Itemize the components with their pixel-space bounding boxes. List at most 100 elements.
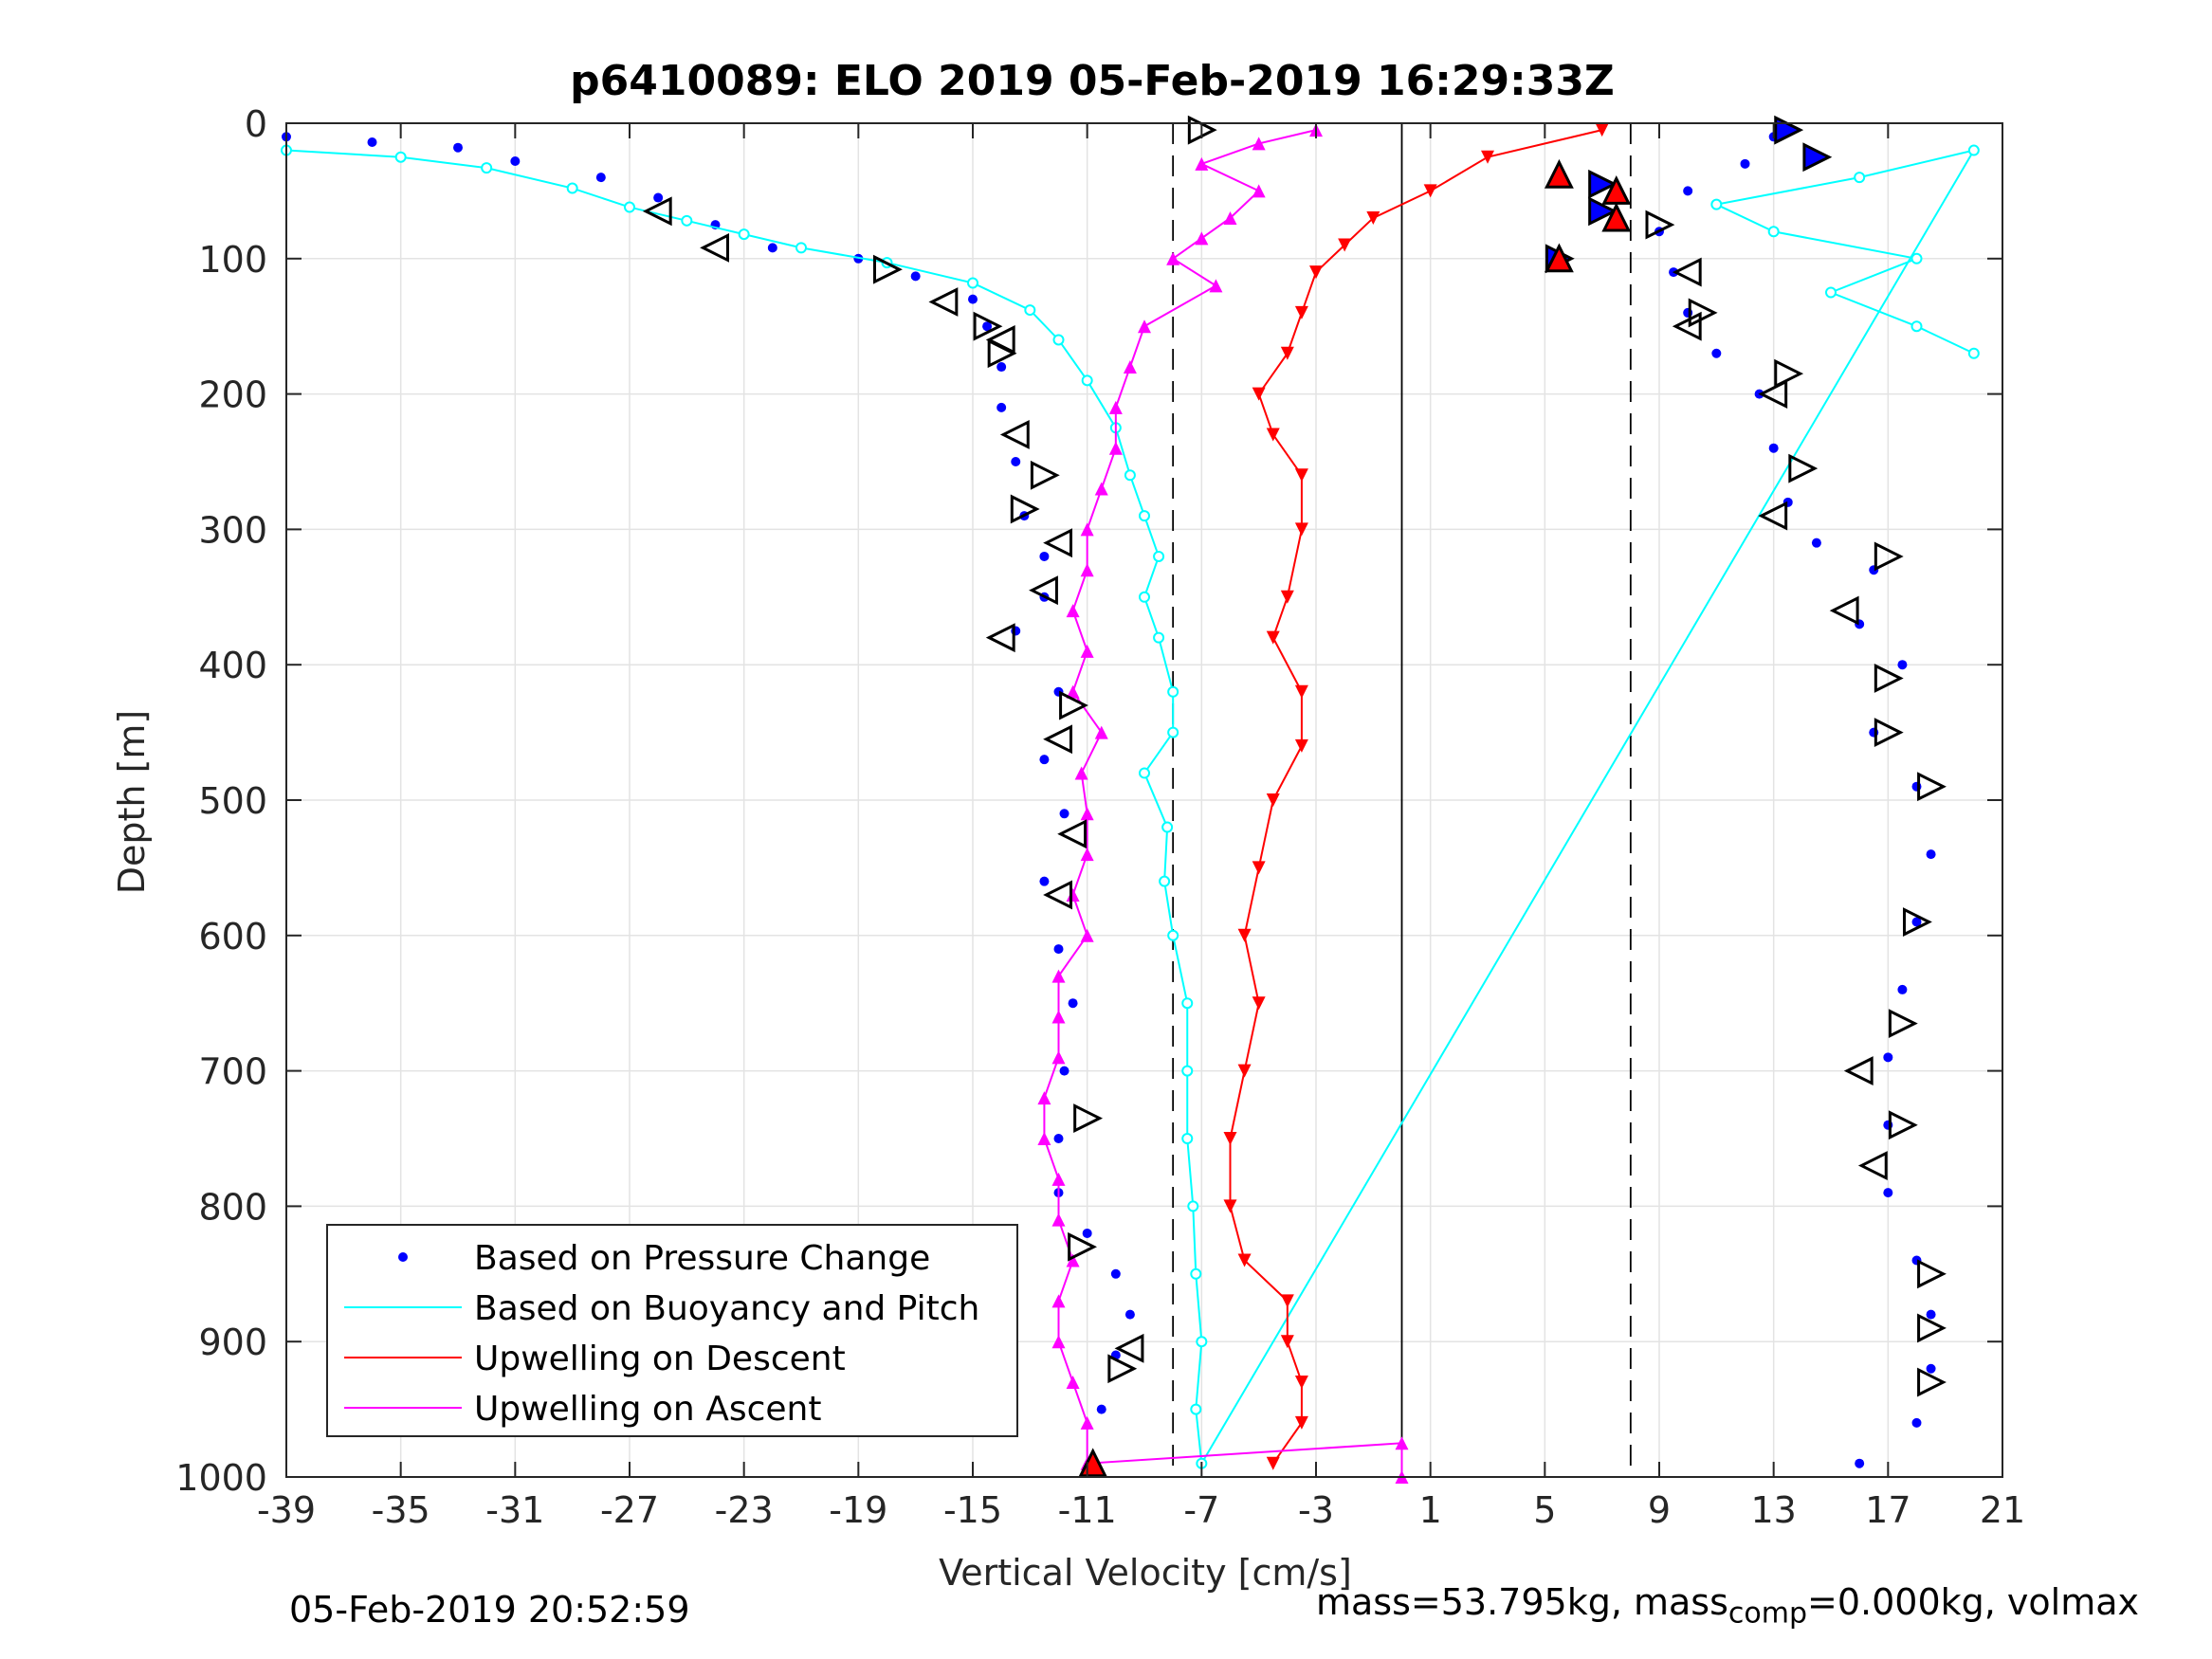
data-point xyxy=(1080,563,1094,577)
data-point xyxy=(1967,347,1980,359)
y-tick-label: 300 xyxy=(198,509,267,551)
data-point xyxy=(1854,172,1866,184)
triangle-marker xyxy=(1107,1354,1138,1384)
marker-group-left-triangle xyxy=(642,196,1888,1363)
data-point xyxy=(1897,984,1908,994)
data-point xyxy=(1108,400,1123,414)
series-line xyxy=(1043,129,1403,1477)
data-point xyxy=(1096,1404,1106,1414)
y-tick-label: 0 xyxy=(245,103,267,145)
x-tick-label: -7 xyxy=(1183,1489,1219,1531)
data-point xyxy=(795,242,807,254)
data-point xyxy=(1161,821,1174,833)
x-tick-label: 9 xyxy=(1648,1489,1671,1531)
triangle-marker xyxy=(1588,196,1618,227)
triangle-marker xyxy=(1544,158,1574,189)
x-tick-label: -11 xyxy=(1058,1489,1117,1531)
data-point xyxy=(1080,928,1094,942)
data-point xyxy=(1080,522,1094,537)
data-point xyxy=(1108,441,1123,455)
data-point xyxy=(1167,726,1179,738)
data-point xyxy=(1266,1456,1280,1470)
data-point xyxy=(1252,996,1266,1011)
triangle-marker xyxy=(1043,528,1072,558)
data-point xyxy=(1911,1417,1922,1428)
x-tick-label: -23 xyxy=(715,1489,774,1531)
data-point xyxy=(1051,1294,1066,1308)
data-point xyxy=(1024,304,1036,317)
data-point xyxy=(1094,482,1108,496)
x-tick-label: -15 xyxy=(943,1489,1002,1531)
triangle-marker xyxy=(1010,494,1040,524)
data-point xyxy=(1080,1415,1094,1430)
data-point xyxy=(1910,252,1923,264)
data-point xyxy=(1053,944,1064,955)
triangle-marker xyxy=(1802,142,1833,173)
data-point xyxy=(624,201,635,213)
data-point xyxy=(1051,1335,1066,1349)
data-point xyxy=(1167,929,1179,941)
y-tick-label: 800 xyxy=(198,1186,267,1228)
x-tick-label: 13 xyxy=(1750,1489,1796,1531)
triangle-marker xyxy=(1917,1313,1947,1343)
data-point xyxy=(1294,684,1308,699)
y-axis-label: Depth [m] xyxy=(111,710,153,895)
data-point xyxy=(1124,1309,1135,1320)
data-point xyxy=(996,362,1007,373)
y-tick-label: 500 xyxy=(198,780,267,822)
triangle-marker xyxy=(1601,202,1632,232)
data-point xyxy=(1710,198,1723,210)
data-point xyxy=(738,228,750,241)
triangle-marker xyxy=(1043,880,1072,910)
data-point xyxy=(1395,1436,1409,1450)
data-point xyxy=(1051,1172,1066,1186)
triangle-marker xyxy=(1874,664,1904,693)
data-point xyxy=(1066,1253,1080,1267)
data-point xyxy=(367,137,377,147)
x-tick-label: 5 xyxy=(1533,1489,1556,1531)
footer-mass-info: mass=53.795kg, masscomp=0.000kg, volmax xyxy=(1316,1581,2139,1631)
data-point xyxy=(1883,1052,1893,1063)
data-point xyxy=(1338,238,1352,252)
triangle-marker xyxy=(1068,1231,1097,1262)
triangle-marker xyxy=(1874,541,1904,572)
triangle-marker xyxy=(1857,1151,1888,1180)
triangle-marker xyxy=(1544,243,1574,273)
data-point xyxy=(1280,1335,1294,1349)
triangle-marker xyxy=(642,196,672,227)
footer-mass-subscript: comp xyxy=(1728,1596,1808,1631)
triangle-marker xyxy=(1057,819,1088,849)
data-point xyxy=(1926,1363,1936,1374)
y-tick-label: 1000 xyxy=(175,1457,267,1499)
data-point xyxy=(1074,766,1088,780)
x-tick-label: -3 xyxy=(1298,1489,1334,1531)
data-point xyxy=(453,142,463,153)
triangle-marker xyxy=(1874,718,1904,748)
data-point xyxy=(1039,876,1050,886)
x-tick-label: 1 xyxy=(1419,1489,1442,1531)
data-point xyxy=(1190,1267,1202,1280)
data-point xyxy=(1037,1132,1051,1145)
triangle-marker xyxy=(1788,453,1819,483)
x-tick-label: -39 xyxy=(257,1489,316,1531)
data-point xyxy=(510,155,521,166)
x-tick-label: -27 xyxy=(600,1489,659,1531)
data-point xyxy=(1195,231,1209,246)
data-point xyxy=(1683,186,1693,196)
triangle-marker xyxy=(1917,1259,1947,1289)
data-point xyxy=(1080,644,1094,658)
triangle-marker xyxy=(1888,1009,1918,1039)
triangle-marker xyxy=(1059,690,1088,720)
data-point xyxy=(1051,1050,1066,1065)
data-point xyxy=(968,294,978,304)
data-point xyxy=(1053,1134,1064,1143)
footer-mass-suffix: =0.000kg, volmax xyxy=(1807,1581,2140,1623)
data-point xyxy=(1252,387,1266,401)
data-point xyxy=(1196,1336,1208,1348)
data-point xyxy=(1110,1268,1121,1279)
data-point xyxy=(1252,184,1266,198)
data-point xyxy=(1294,1376,1308,1390)
y-tick-label: 200 xyxy=(198,374,267,416)
triangle-marker xyxy=(1917,1367,1947,1397)
data-point xyxy=(1139,510,1150,522)
